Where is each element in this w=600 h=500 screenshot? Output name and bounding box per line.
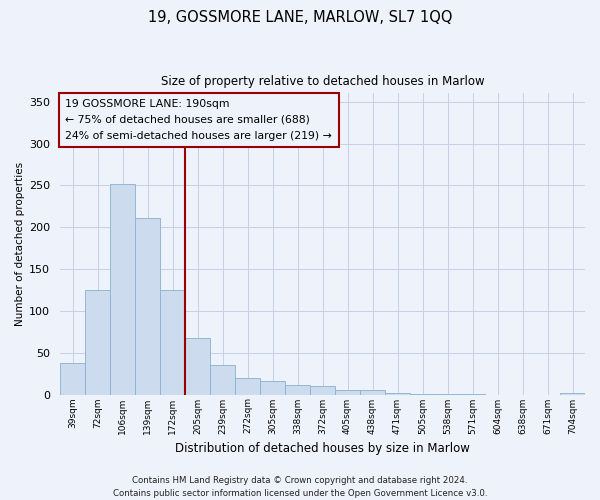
Bar [385, 393, 410, 394]
Bar [60, 362, 85, 394]
Bar [135, 218, 160, 394]
Bar [285, 386, 310, 394]
Bar [260, 381, 285, 394]
Bar [110, 184, 135, 394]
Text: 19, GOSSMORE LANE, MARLOW, SL7 1QQ: 19, GOSSMORE LANE, MARLOW, SL7 1QQ [148, 10, 452, 25]
Text: 19 GOSSMORE LANE: 190sqm
← 75% of detached houses are smaller (688)
24% of semi-: 19 GOSSMORE LANE: 190sqm ← 75% of detach… [65, 100, 332, 140]
Bar [85, 290, 110, 395]
Bar [310, 386, 335, 394]
Bar [210, 365, 235, 394]
Bar [360, 390, 385, 394]
Bar [335, 390, 360, 394]
Bar [560, 393, 585, 394]
X-axis label: Distribution of detached houses by size in Marlow: Distribution of detached houses by size … [175, 442, 470, 455]
Text: Contains HM Land Registry data © Crown copyright and database right 2024.
Contai: Contains HM Land Registry data © Crown c… [113, 476, 487, 498]
Bar [185, 338, 210, 394]
Title: Size of property relative to detached houses in Marlow: Size of property relative to detached ho… [161, 75, 484, 88]
Bar [235, 378, 260, 394]
Bar [160, 290, 185, 395]
Y-axis label: Number of detached properties: Number of detached properties [15, 162, 25, 326]
